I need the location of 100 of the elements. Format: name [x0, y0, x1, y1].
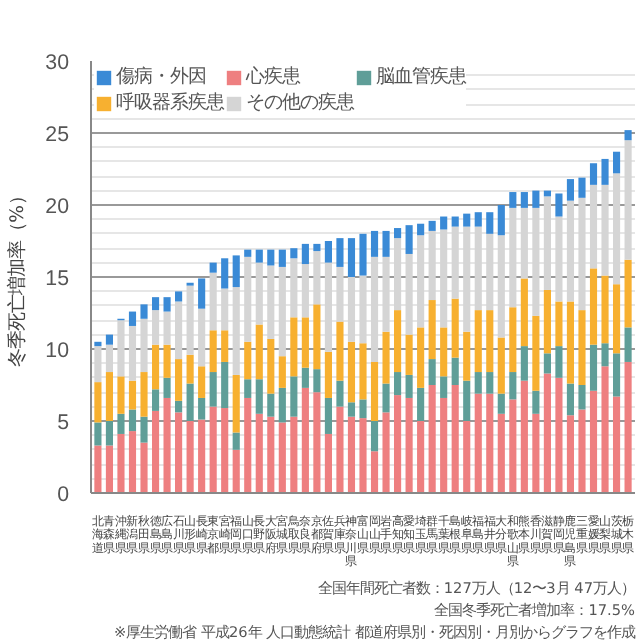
bar: [347, 277, 356, 342]
bar: [394, 372, 402, 396]
bar: [255, 379, 263, 414]
bar: [497, 413, 505, 493]
bar: [221, 258, 229, 289]
bar: [290, 376, 298, 417]
bar: [324, 351, 332, 398]
bar: [566, 415, 575, 493]
bar: [186, 421, 194, 493]
bar: [497, 205, 505, 236]
bar: [278, 356, 286, 388]
bar: [209, 372, 217, 407]
bar: [255, 324, 263, 380]
bar: [244, 397, 252, 493]
bar: [428, 300, 436, 360]
bar: [94, 341, 102, 347]
bar: [359, 343, 367, 400]
bar: [543, 373, 551, 493]
legend-label: 脳血管疾患: [376, 64, 466, 90]
bar: [520, 278, 528, 347]
bar: [105, 445, 114, 493]
bar: [578, 310, 586, 385]
bar: [370, 361, 379, 421]
bar: [267, 416, 275, 493]
bar: [324, 397, 332, 434]
bar: [405, 374, 413, 398]
bar: [428, 359, 436, 385]
bar: [140, 304, 148, 319]
bar: [198, 308, 206, 367]
bar: [382, 383, 390, 413]
bar: [313, 243, 321, 252]
bar: [382, 256, 390, 332]
y-axis-title: 冬季死亡増加率（%）: [7, 187, 30, 367]
bar: [198, 366, 206, 398]
bar: [347, 402, 356, 417]
bar: [301, 387, 309, 493]
bar: [175, 412, 183, 493]
bar: [405, 253, 413, 335]
bar: [347, 238, 356, 277]
bar: [451, 385, 459, 493]
bar: [232, 255, 240, 288]
bar: [589, 184, 598, 269]
bar: [359, 418, 367, 493]
bar: [555, 193, 563, 217]
bar: [440, 229, 448, 328]
bar: [221, 361, 229, 409]
bar: [198, 278, 206, 309]
bar: [589, 390, 598, 493]
bar: [394, 238, 402, 311]
bar: [267, 338, 275, 394]
bar: [463, 380, 471, 421]
bar: [244, 256, 252, 342]
bar: [509, 192, 517, 208]
bar: [313, 392, 321, 493]
bar: [336, 380, 344, 407]
legend-label: 心疾患: [246, 64, 300, 90]
bar: [117, 320, 125, 377]
bar: [612, 151, 621, 174]
bar: [486, 393, 494, 493]
bar: [290, 258, 298, 318]
bar: [301, 367, 309, 388]
y-tick-label: 20: [45, 195, 70, 219]
bar: [278, 387, 286, 423]
bar: [440, 327, 448, 377]
bar: [278, 249, 286, 267]
bar: [532, 390, 540, 414]
bar: [463, 421, 471, 493]
bar: [290, 248, 298, 259]
bar: [128, 380, 137, 410]
bar: [94, 422, 102, 446]
y-tick-label: 25: [45, 123, 70, 147]
bar: [578, 197, 586, 311]
bar: [151, 389, 160, 411]
bar: [105, 421, 114, 446]
bar: [175, 400, 183, 413]
bar: [624, 327, 632, 362]
bar: [267, 393, 275, 417]
bar: [301, 243, 309, 265]
bar: [566, 179, 575, 201]
bar: [209, 406, 217, 493]
bar: [117, 413, 125, 434]
legend-label: 呼吸器系疾患: [116, 90, 224, 116]
bar: [290, 416, 298, 493]
bar: [440, 397, 448, 493]
bar: [405, 334, 413, 375]
bar: [370, 451, 379, 493]
bar: [209, 262, 217, 273]
bar: [347, 416, 356, 493]
bar: [486, 212, 494, 234]
bar: [451, 226, 459, 299]
bar: [94, 346, 102, 383]
bar: [151, 297, 160, 311]
bar: [186, 383, 194, 421]
bar: [244, 341, 252, 380]
bar: [313, 251, 321, 305]
bar: [589, 344, 598, 391]
bar: [578, 409, 586, 493]
bar: [336, 321, 344, 381]
bar: [370, 230, 379, 257]
bar: [255, 249, 263, 263]
